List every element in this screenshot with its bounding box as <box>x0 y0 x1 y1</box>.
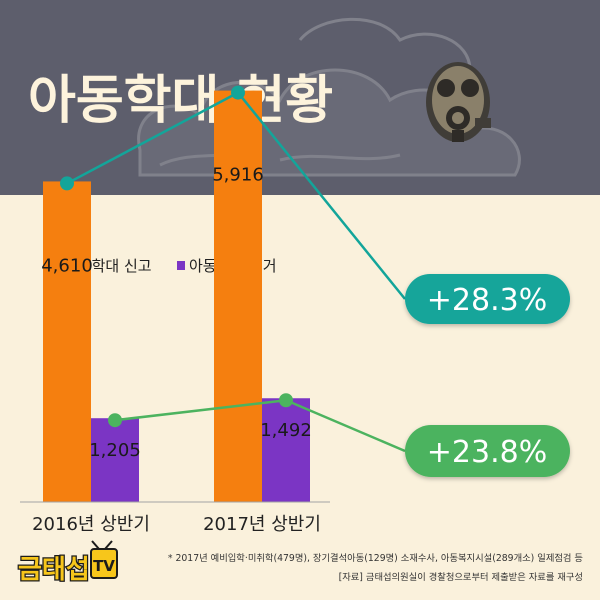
growth-badge-report-pill <box>405 274 570 324</box>
bar-label-arrest-0: 1,205 <box>89 440 141 461</box>
growth-badge-arrest-pill <box>405 425 570 477</box>
bar-report-1 <box>214 90 262 502</box>
tv-logo-icon: TV <box>90 540 118 579</box>
header-banner: 아동학대 현황 <box>0 0 600 195</box>
gas-mask-icon <box>426 62 491 142</box>
growth-label-report: +28.3% <box>427 283 547 318</box>
logo-name: 금태섭 <box>18 555 90 585</box>
category-labels: 2016년 상반기 2017년 상반기 <box>32 514 321 535</box>
growth-badge-report: +28.3% <box>405 274 570 324</box>
source-note: [자료] 금태섭의원실이 경찰청으로부터 제출받은 자료를 재구성 <box>339 571 583 583</box>
growth-label-arrest: +23.8% <box>427 435 547 470</box>
channel-logo: 금태섭 TV <box>17 540 118 586</box>
growth-badge-arrest: +23.8% <box>405 425 570 477</box>
bar-label-arrest-1: 1,492 <box>260 420 312 441</box>
trend-point-arrest-1 <box>279 393 293 408</box>
bars <box>43 90 310 503</box>
bar-label-report-1: 5,916 <box>212 165 264 186</box>
trend-point-report-0 <box>60 176 74 191</box>
trend-point-report-1 <box>231 85 245 100</box>
bar-arrest-1 <box>262 398 310 502</box>
trend-point-arrest-0 <box>108 413 122 428</box>
logo-tv: TV <box>93 557 115 575</box>
category-label-0: 2016년 상반기 <box>32 514 150 535</box>
bar-arrest-0 <box>91 418 139 502</box>
legend-swatch-arrest <box>177 261 185 270</box>
trend-lines <box>60 85 406 453</box>
footer: 금태섭 TV * 2017년 예비입학·미취학(479명), 장기결석아동(12… <box>17 540 584 586</box>
page-title: 아동학대 현황 <box>28 71 333 131</box>
bar-report-0 <box>43 181 91 503</box>
footnote: * 2017년 예비입학·미취학(479명), 장기결석아동(129명) 소재수… <box>168 552 584 564</box>
bar-label-report-0: 4,610 <box>41 255 93 276</box>
bar-value-labels: 4,610 5,916 1,205 1,492 <box>41 165 312 462</box>
category-label-1: 2017년 상반기 <box>203 514 321 535</box>
